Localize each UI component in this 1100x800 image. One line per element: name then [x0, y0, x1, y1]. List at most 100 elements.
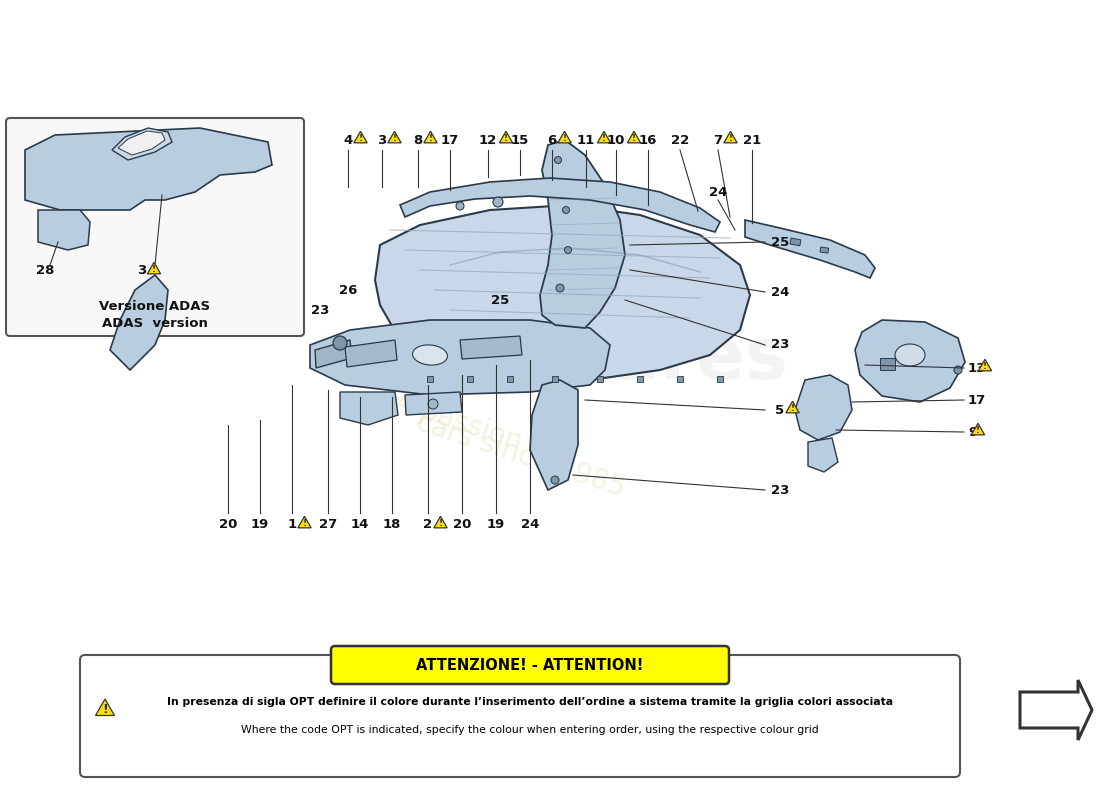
Text: !: !	[439, 519, 442, 528]
Ellipse shape	[895, 344, 925, 366]
Text: 8: 8	[414, 134, 422, 146]
Polygon shape	[1020, 680, 1092, 740]
Text: cars since 1985: cars since 1985	[411, 408, 628, 502]
Polygon shape	[405, 392, 462, 415]
Bar	[468, 376, 473, 382]
Polygon shape	[724, 131, 737, 143]
Text: !: !	[428, 134, 432, 143]
Circle shape	[554, 157, 561, 163]
FancyBboxPatch shape	[331, 646, 729, 684]
Text: 16: 16	[639, 134, 657, 146]
Text: 11: 11	[576, 134, 595, 146]
Polygon shape	[795, 375, 852, 440]
Text: !: !	[983, 362, 987, 371]
Text: 24: 24	[708, 186, 727, 199]
Text: 17: 17	[441, 134, 459, 146]
Polygon shape	[340, 392, 398, 425]
Polygon shape	[375, 205, 750, 380]
Text: 2: 2	[424, 518, 432, 531]
Text: 19: 19	[251, 518, 270, 531]
Text: 9: 9	[968, 426, 977, 438]
Polygon shape	[499, 131, 513, 143]
Circle shape	[456, 202, 464, 210]
Text: 10: 10	[607, 134, 625, 146]
Text: 28: 28	[36, 265, 54, 278]
Text: 7: 7	[714, 134, 723, 146]
Text: 24: 24	[771, 286, 789, 298]
Bar	[427, 376, 433, 382]
Polygon shape	[110, 275, 168, 370]
Text: 22: 22	[671, 134, 689, 146]
Text: !: !	[393, 134, 397, 143]
Text: 15: 15	[510, 134, 529, 146]
Circle shape	[562, 206, 570, 214]
Text: !: !	[302, 519, 307, 528]
Text: 4: 4	[343, 134, 353, 146]
Text: 17: 17	[968, 394, 987, 406]
Text: 3: 3	[138, 265, 146, 278]
Polygon shape	[530, 380, 578, 490]
Circle shape	[333, 336, 346, 350]
Text: !: !	[791, 404, 794, 413]
Polygon shape	[112, 128, 172, 160]
Polygon shape	[540, 140, 625, 328]
Polygon shape	[597, 131, 611, 143]
FancyBboxPatch shape	[80, 655, 960, 777]
Text: !: !	[152, 265, 156, 274]
Text: A passion for: A passion for	[389, 389, 570, 471]
Polygon shape	[118, 131, 165, 155]
Text: 21: 21	[742, 134, 761, 146]
Bar	[597, 376, 603, 382]
Text: !: !	[976, 426, 980, 435]
Circle shape	[428, 399, 438, 409]
Circle shape	[493, 197, 503, 207]
Polygon shape	[400, 178, 720, 232]
Text: 27: 27	[319, 518, 337, 531]
Bar	[880, 358, 895, 370]
Polygon shape	[345, 340, 397, 367]
Polygon shape	[433, 516, 447, 528]
Bar	[637, 376, 644, 382]
Polygon shape	[424, 131, 437, 143]
Text: 25: 25	[771, 235, 789, 249]
Polygon shape	[96, 699, 114, 715]
Text: !: !	[562, 134, 566, 143]
Circle shape	[564, 246, 572, 254]
Text: 23: 23	[771, 338, 789, 351]
Polygon shape	[558, 131, 571, 143]
Text: 23: 23	[311, 303, 329, 317]
Polygon shape	[808, 438, 838, 472]
Text: Where the code OPT is indicated, specify the colour when entering order, using t: Where the code OPT is indicated, specify…	[241, 725, 818, 735]
Text: !: !	[102, 703, 108, 716]
Polygon shape	[785, 402, 799, 413]
Text: !: !	[631, 134, 636, 143]
Text: 20: 20	[219, 518, 238, 531]
Text: 1: 1	[287, 518, 297, 531]
Text: !: !	[728, 134, 733, 143]
Bar	[820, 247, 828, 253]
Text: In presenza di sigla OPT definire il colore durante l’inserimento dell’ordine a : In presenza di sigla OPT definire il col…	[167, 697, 893, 707]
Text: !: !	[359, 134, 363, 143]
Polygon shape	[310, 320, 610, 395]
Bar	[552, 376, 558, 382]
Polygon shape	[147, 262, 161, 274]
Bar	[507, 376, 513, 382]
Text: !: !	[504, 134, 508, 143]
Text: 20: 20	[453, 518, 471, 531]
Polygon shape	[460, 336, 522, 359]
Text: Versione ADAS
ADAS  version: Versione ADAS ADAS version	[99, 300, 210, 330]
Circle shape	[954, 366, 962, 374]
Circle shape	[551, 476, 559, 484]
Text: 23: 23	[771, 483, 789, 497]
Text: 14: 14	[351, 518, 370, 531]
Text: 25: 25	[491, 294, 509, 306]
Polygon shape	[627, 131, 640, 143]
Text: ATTENZIONE! - ATTENTION!: ATTENZIONE! - ATTENTION!	[416, 658, 644, 673]
Polygon shape	[39, 210, 90, 250]
Ellipse shape	[412, 345, 448, 365]
Bar	[790, 238, 801, 246]
FancyBboxPatch shape	[6, 118, 304, 336]
Text: eurospares: eurospares	[331, 326, 789, 394]
Text: 19: 19	[487, 518, 505, 531]
Bar	[676, 376, 683, 382]
